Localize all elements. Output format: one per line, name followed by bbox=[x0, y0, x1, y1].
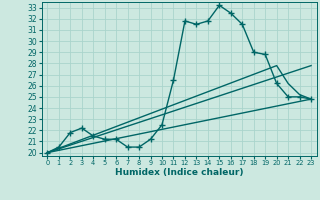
X-axis label: Humidex (Indice chaleur): Humidex (Indice chaleur) bbox=[115, 168, 244, 177]
